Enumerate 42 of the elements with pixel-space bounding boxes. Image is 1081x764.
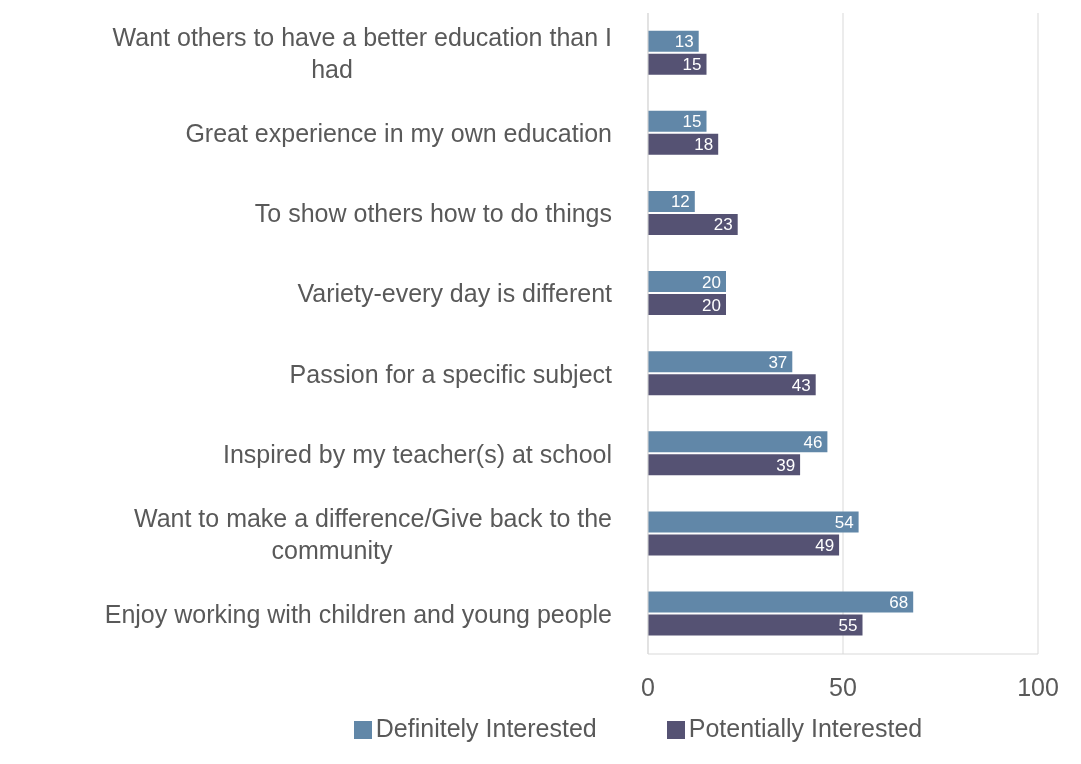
y-tick-label: To show others how to do things bbox=[254, 199, 612, 228]
bar bbox=[648, 53, 707, 75]
data-label: 20 bbox=[702, 272, 721, 292]
x-tick-label: 50 bbox=[829, 672, 857, 701]
y-tick-label: Great experience in my own education bbox=[185, 119, 612, 148]
data-label: 15 bbox=[682, 55, 702, 75]
x-tick-label: 100 bbox=[1017, 672, 1059, 701]
data-label: 20 bbox=[702, 295, 721, 315]
y-tick-label: Want to make a difference/Give back to the community bbox=[133, 503, 612, 564]
data-label: 15 bbox=[682, 112, 702, 132]
y-tick-label: Variety-every day is different bbox=[297, 279, 613, 308]
bar bbox=[648, 534, 840, 556]
bar bbox=[648, 351, 793, 373]
data-label: 18 bbox=[694, 135, 714, 155]
bar bbox=[648, 511, 859, 533]
legend-label: Definitely Interested bbox=[375, 714, 597, 742]
bar bbox=[648, 213, 738, 235]
data-label: 37 bbox=[768, 352, 788, 372]
data-label: 54 bbox=[834, 512, 854, 532]
data-label: 68 bbox=[889, 593, 909, 613]
y-tick-label: Passion for a specific subject bbox=[289, 359, 613, 388]
data-label: 39 bbox=[776, 455, 796, 475]
data-label: 12 bbox=[670, 192, 690, 212]
bar bbox=[648, 614, 863, 636]
y-tick-label: Enjoy working with children and young people bbox=[104, 599, 612, 628]
data-label: 43 bbox=[791, 375, 811, 395]
bar bbox=[648, 591, 914, 613]
bar bbox=[648, 271, 726, 292]
data-label: 13 bbox=[674, 32, 694, 52]
legend-label: Potentially Interested bbox=[688, 714, 923, 742]
bar bbox=[648, 374, 816, 396]
data-label: 23 bbox=[713, 215, 733, 235]
y-tick-label: Inspired by my teacher(s) at school bbox=[222, 439, 612, 468]
bar bbox=[648, 294, 726, 315]
bar bbox=[648, 431, 828, 453]
x-tick-label: 0 bbox=[641, 672, 655, 701]
y-tick-label: Want others to have a better education than I had bbox=[112, 23, 612, 84]
data-label: 46 bbox=[803, 432, 823, 452]
bar bbox=[648, 110, 707, 132]
data-label: 55 bbox=[838, 616, 858, 636]
bar bbox=[648, 454, 801, 476]
data-label: 49 bbox=[815, 535, 835, 555]
